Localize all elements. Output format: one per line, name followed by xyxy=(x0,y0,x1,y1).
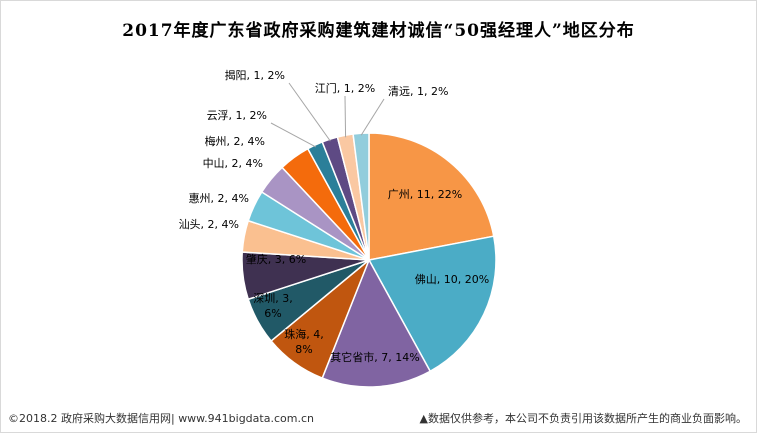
pie-slice xyxy=(321,258,432,388)
slice-label: 珠海, 4, 8% xyxy=(284,327,324,356)
leader-line xyxy=(270,122,317,148)
pie-slice xyxy=(367,235,497,373)
slice-label: 江门, 1, 2% xyxy=(315,81,375,95)
slice-label: 清远, 1, 2% xyxy=(388,85,448,98)
footer-disclaimer: ▲数据仅供参考，本公司不负责引用该数据所产生的商业负面影响。 xyxy=(419,412,747,425)
slice-label: 揭阳, 1, 2% xyxy=(225,68,285,82)
slice-label: 中山, 2, 4% xyxy=(203,157,263,170)
pie-slice xyxy=(352,132,370,261)
footer-copyright: ©2018.2 政府采购大数据信用网| www.941bigdata.com.c… xyxy=(8,412,314,425)
leader-line xyxy=(344,95,347,138)
slice-label: 梅州, 2, 4% xyxy=(205,134,265,148)
slice-label: 佛山, 10, 20% xyxy=(415,273,489,286)
leader-line xyxy=(360,98,385,136)
chart-title: 2017年度广东省政府采购建筑建材诚信“50强经理人”地区分布 xyxy=(122,21,635,41)
slice-label: 深圳, 3, 6% xyxy=(253,292,293,320)
leader-line xyxy=(288,82,331,142)
slice-label: 惠州, 2, 4% xyxy=(189,191,249,205)
slice-label: 其它省市, 7, 14% xyxy=(330,350,419,364)
pie-slice xyxy=(368,132,495,261)
slice-label: 汕头, 2, 4% xyxy=(179,218,239,231)
slice-label: 云浮, 1, 2% xyxy=(207,109,267,122)
slice-label: 广州, 11, 22% xyxy=(388,188,462,201)
slice-label: 肇庆, 3, 6% xyxy=(246,252,306,266)
